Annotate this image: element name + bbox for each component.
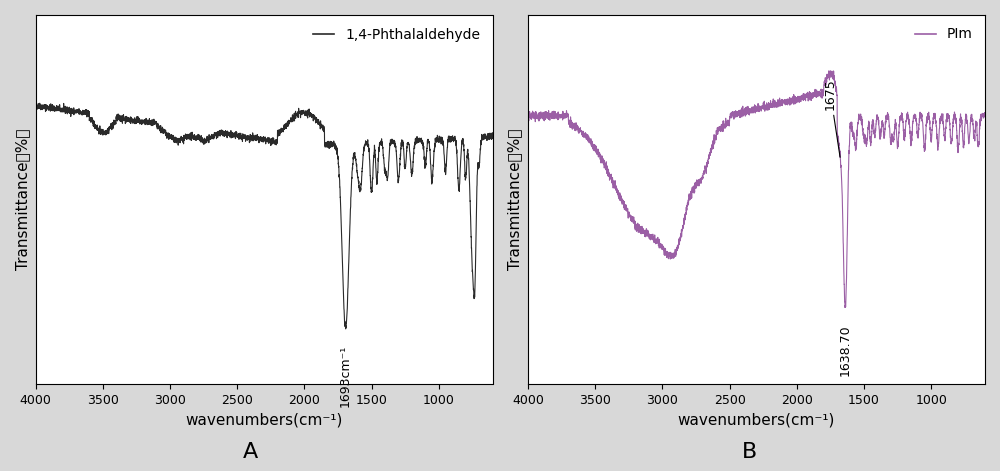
Text: 1638.70: 1638.70 [839,324,852,376]
Text: B: B [742,442,758,462]
Text: 1693cm⁻¹: 1693cm⁻¹ [339,344,352,406]
Y-axis label: Transmittance（%）: Transmittance（%） [15,129,30,270]
X-axis label: wavenumbers(cm⁻¹): wavenumbers(cm⁻¹) [185,413,343,428]
X-axis label: wavenumbers(cm⁻¹): wavenumbers(cm⁻¹) [678,413,835,428]
Legend: 1,4-Phthalaldehyde: 1,4-Phthalaldehyde [308,22,486,47]
Text: A: A [242,442,258,462]
Legend: PIm: PIm [909,22,978,47]
Y-axis label: Transmittance（%）: Transmittance（%） [508,129,522,270]
Text: 1675: 1675 [824,78,840,157]
